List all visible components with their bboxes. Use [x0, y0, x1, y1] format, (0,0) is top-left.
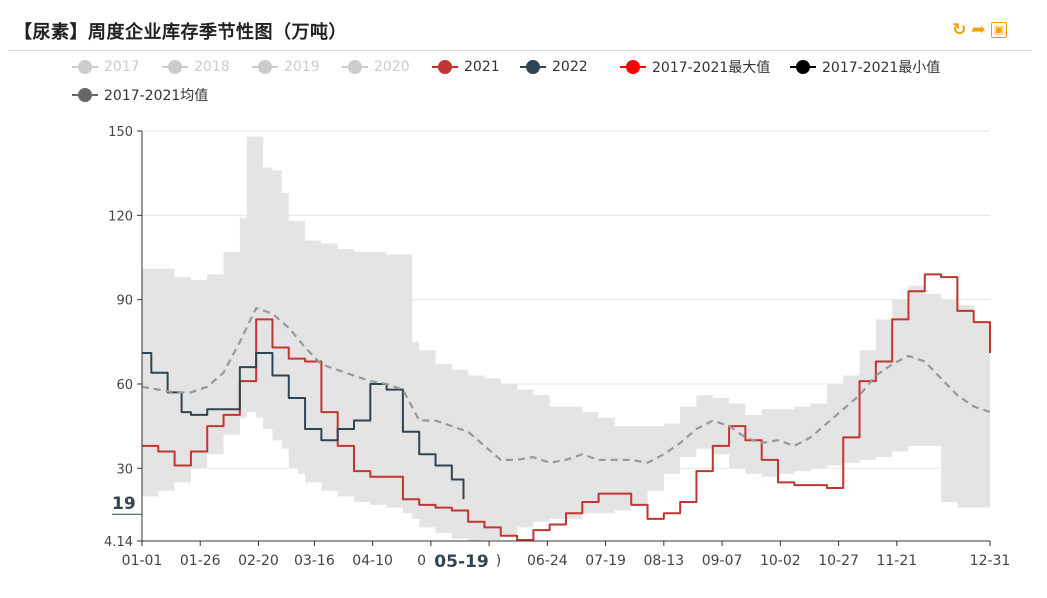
- legend-label: 2017-2021均值: [104, 88, 209, 104]
- legend-label: 2019: [284, 59, 320, 75]
- legend-item-2018[interactable]: 2018: [162, 56, 230, 78]
- legend-item-2017-2021-[interactable]: 2017-2021均值: [72, 84, 208, 106]
- legend-marker-icon: [342, 60, 368, 74]
- title-divider: [8, 50, 1032, 51]
- legend-marker-icon: [432, 60, 458, 74]
- legend-item-2022[interactable]: 2022: [520, 56, 588, 78]
- legend-marker-icon: [162, 60, 188, 74]
- legend-marker-icon: [790, 60, 816, 74]
- legend-item-2017-2021-[interactable]: 2017-2021最小值: [790, 56, 940, 78]
- x-tick-label: 07-19: [585, 553, 626, 569]
- legend-item-2017-2021-[interactable]: 2017-2021最大值: [620, 56, 770, 78]
- legend-label: 2020: [374, 59, 410, 75]
- x-tick-label: 01-26: [180, 553, 221, 569]
- y-tick-label: 90: [116, 294, 133, 309]
- x-tick-label: 10-27: [818, 553, 859, 569]
- x-tick-label: 11-21: [876, 553, 917, 569]
- legend-label: 2017: [104, 59, 140, 75]
- chart-title: 【尿素】周度企业库存季节性图（万吨）: [14, 22, 347, 43]
- y-tick-label: 4.14: [104, 535, 133, 550]
- legend-marker-icon: [520, 60, 546, 74]
- share-arrow-icon[interactable]: ➦: [971, 20, 986, 40]
- y-tick-label: 60: [116, 378, 133, 393]
- tooltip-x-label: 05-19: [434, 552, 488, 572]
- series-line-2017-2021-: [141, 306, 991, 464]
- x-tick-label: 02-20: [238, 553, 279, 569]
- x-tick-label: 06-24: [527, 553, 568, 569]
- tooltip-y-label: 19: [112, 494, 136, 514]
- legend-label: 2018: [194, 59, 230, 75]
- y-tick-label: 30: [116, 462, 133, 477]
- x-tick-label: 08-13: [644, 553, 685, 569]
- y-tick-label: 120: [108, 209, 133, 224]
- legend-item-2020[interactable]: 2020: [342, 56, 410, 78]
- x-tick-label: 09-07: [702, 553, 743, 569]
- x-tick-label: ): [496, 553, 501, 569]
- legend-label: 2022: [552, 59, 588, 75]
- legend-label: 2017-2021最大值: [652, 60, 771, 76]
- chart-header: 【尿素】周度企业库存季节性图（万吨） ↻ ➦ ▣: [0, 0, 1047, 52]
- legend-marker-icon: [252, 60, 278, 74]
- legend-label: 2021: [464, 59, 500, 75]
- legend-item-2021[interactable]: 2021: [432, 56, 500, 78]
- legend-marker-icon: [620, 60, 646, 74]
- max-min-band: [142, 136, 990, 541]
- series-line-2022: [142, 352, 465, 500]
- x-tick-label: 01-01: [122, 553, 163, 569]
- refresh-icon[interactable]: ↻: [952, 20, 967, 40]
- legend-marker-icon: [72, 60, 98, 74]
- x-tick-label: 04-10: [352, 553, 393, 569]
- chart-toolbar: ↻ ➦ ▣: [952, 20, 1007, 40]
- series-line-2021: [142, 273, 991, 541]
- y-tick-label: 150: [108, 125, 133, 140]
- image-download-icon[interactable]: ▣: [990, 22, 1007, 38]
- x-tick-label: 12-31: [970, 553, 1011, 569]
- legend-marker-icon: [72, 88, 98, 102]
- x-tick-label: 03-16: [294, 553, 335, 569]
- x-tick-label: 10-02: [760, 553, 801, 569]
- legend-label: 2017-2021最小值: [822, 60, 941, 76]
- legend-item-2019[interactable]: 2019: [252, 56, 320, 78]
- legend-item-2017[interactable]: 2017: [72, 56, 140, 78]
- x-tick-label: 0: [417, 553, 426, 569]
